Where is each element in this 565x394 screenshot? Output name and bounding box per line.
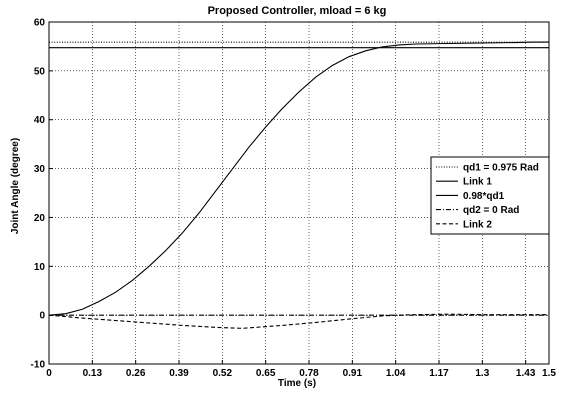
x-tick-label: 0	[46, 368, 52, 379]
series-layer	[48, 41, 549, 329]
y-axis-label: Joint Angle (degree)	[10, 138, 21, 234]
series-line-link-1	[48, 41, 549, 316]
chart-title: Proposed Controller, mload = 6 kg	[208, 5, 387, 17]
x-tick-label: 1.43	[516, 368, 536, 379]
y-tick-label: 50	[34, 66, 46, 77]
legend-label: qd2 = 0 Rad	[463, 205, 519, 216]
x-tick-label: 0.26	[126, 368, 146, 379]
legend-label: Link 1	[463, 177, 492, 188]
x-tick-label: 1.3	[475, 368, 489, 379]
legend-label: 0.98*qd1	[463, 191, 505, 202]
series-line-link-2	[48, 313, 549, 329]
x-tick-label: 0.39	[169, 368, 189, 379]
x-tick-label: 1.5	[542, 368, 556, 379]
y-tick-label: -10	[31, 360, 46, 371]
ticks-layer: 0 0.13 0.26 0.39 0.52 0.65 0.78 0.91 1.04 1.17 1.3…	[31, 18, 557, 380]
x-tick-label: 1.04	[386, 368, 406, 379]
legend-label: qd1 = 0.975 Rad	[463, 163, 539, 174]
y-tick-label: 0	[39, 311, 45, 322]
y-tick-label: 10	[34, 262, 46, 273]
x-tick-label: 0.65	[256, 368, 276, 379]
x-tick-label: 0.78	[299, 368, 319, 379]
y-tick-label: 20	[34, 213, 46, 224]
y-tick-label: 30	[34, 164, 46, 175]
x-tick-label: 0.13	[83, 368, 103, 379]
y-tick-label: 40	[34, 115, 46, 126]
x-axis-label: Time (s)	[278, 378, 316, 389]
legend: qd1 = 0.975 Rad Link 1 0.98*qd1 qd2 = 0 Rad…	[430, 156, 550, 235]
x-tick-label: 1.17	[429, 368, 449, 379]
y-tick-label: 60	[34, 18, 46, 29]
x-tick-label: 0.91	[343, 368, 363, 379]
legend-label: Link 2	[463, 219, 492, 230]
x-tick-label: 0.52	[213, 368, 233, 379]
